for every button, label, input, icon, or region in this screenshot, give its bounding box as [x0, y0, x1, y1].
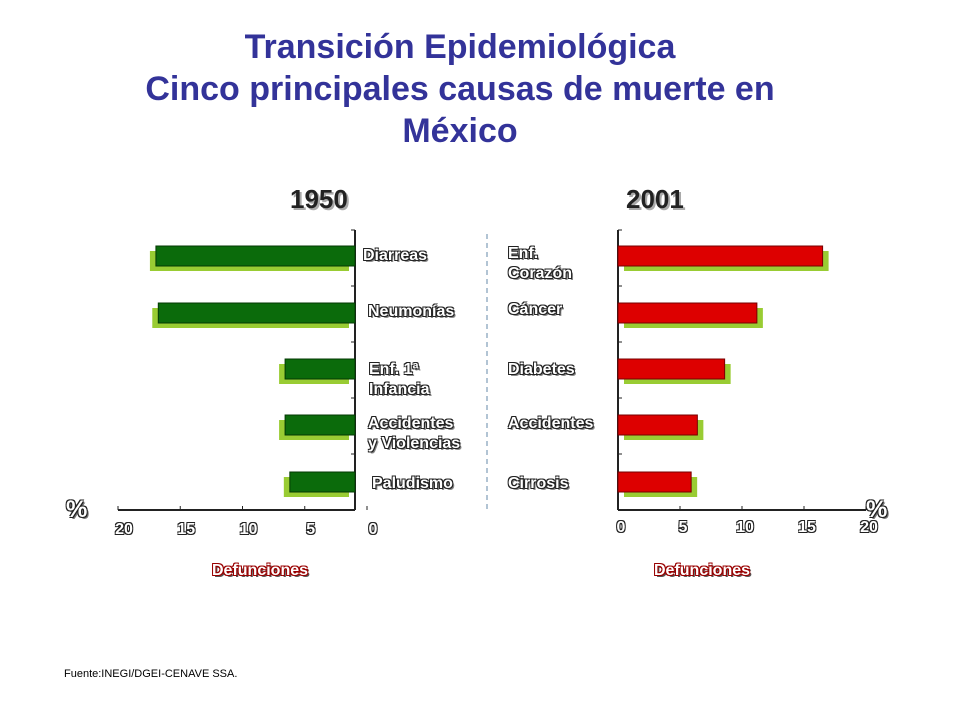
category-label-2001: Diabetes: [508, 360, 575, 380]
category-label-2001: Accidentes: [508, 414, 593, 434]
category-label-2001-line: Cáncer: [508, 301, 563, 318]
title-line-2: Cinco principales causas de muerte en: [145, 70, 775, 108]
chart-title: Transición Epidemiológica Cinco principa…: [0, 26, 920, 152]
category-label-1950-line: y Violencias: [368, 435, 461, 452]
category-label-2001: Cirrosis: [508, 474, 568, 494]
x-tick-label-1950: 10: [239, 521, 258, 538]
x-tick-label-2001: 15: [798, 519, 816, 536]
category-label-2001: Enf. Corazón: [508, 244, 572, 284]
left-unit-label: %: [66, 496, 88, 523]
title-line-1: Transición Epidemiológica: [244, 28, 676, 66]
category-label-1950: Diarreas: [363, 246, 427, 266]
bar-1950: [155, 245, 356, 267]
bar-2001: [617, 471, 692, 493]
category-label-1950-line: Diarreas: [363, 247, 428, 264]
category-label-1950: Paludismo: [372, 474, 453, 494]
category-label-1950-line: Enf. 1ª: [369, 361, 419, 378]
bar-1950: [157, 302, 356, 324]
year-1950-title: 1950: [290, 184, 348, 214]
x-tick-label-2001: 0: [616, 519, 626, 536]
category-label-1950-line: Accidentes: [368, 415, 454, 432]
x-tick-label-1950: 15: [177, 521, 196, 538]
x-tick-label-1950: 5: [306, 521, 316, 538]
right-unit-label: %: [866, 496, 888, 523]
bar-1950: [284, 414, 356, 436]
category-label-2001-line: Accidentes: [508, 415, 594, 432]
right-axis-title: Defunciones: [654, 562, 751, 579]
x-tick-label-2001: 10: [736, 519, 754, 536]
title-line-3: México: [402, 112, 518, 150]
x-tick-label-1950: 20: [115, 521, 133, 538]
category-label-1950-line: Infancia: [369, 381, 430, 398]
category-label-2001-line: Enf.: [508, 245, 539, 262]
x-tick-label-1950: 0: [368, 521, 378, 538]
category-label-1950: Enf. 1ª Infancia: [369, 360, 429, 400]
bar-2001: [617, 414, 698, 436]
bar-1950: [284, 358, 356, 380]
x-tick-label-2001: 20: [860, 519, 878, 536]
left-axis-title: Defunciones: [212, 562, 309, 579]
bar-2001: [617, 302, 758, 324]
category-label-1950: Neumonías: [368, 302, 454, 322]
source-note: Fuente:INEGI/DGEI-CENAVE SSA.: [64, 668, 238, 680]
category-label-2001: Cáncer: [508, 300, 562, 320]
year-2001-title: 2001: [626, 184, 684, 214]
category-label-1950-line: Neumonías: [368, 303, 455, 320]
bar-2001: [617, 358, 726, 380]
category-label-2001-line: Corazón: [508, 265, 572, 282]
category-label-1950: Accidentes y Violencias: [368, 414, 460, 454]
bar-2001: [617, 245, 824, 267]
x-tick-label-2001: 5: [678, 519, 688, 536]
category-label-2001-line: Diabetes: [508, 361, 575, 378]
category-label-1950-line: Paludismo: [372, 475, 453, 492]
bar-1950: [289, 471, 356, 493]
category-label-2001-line: Cirrosis: [508, 475, 569, 492]
